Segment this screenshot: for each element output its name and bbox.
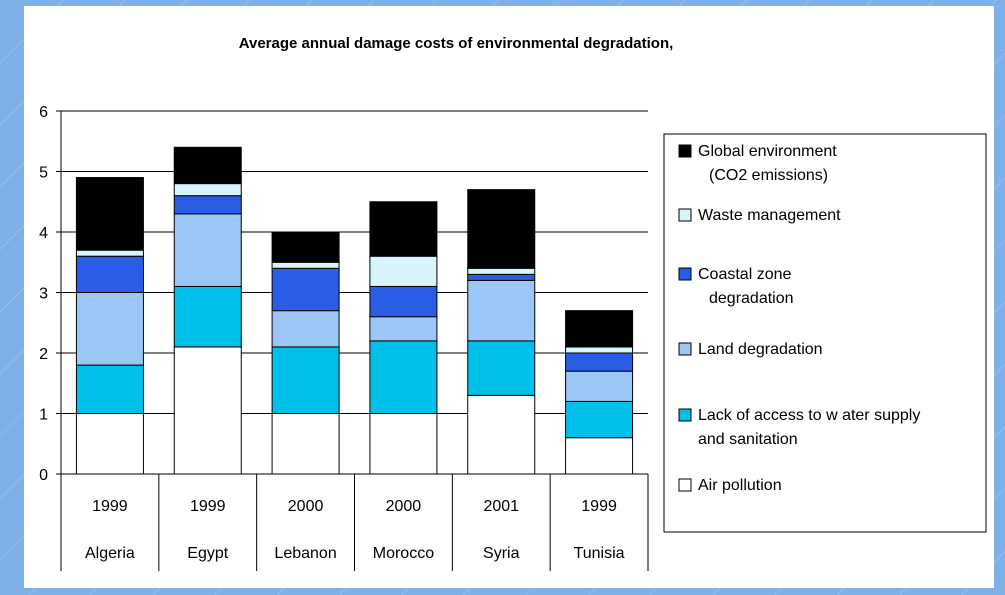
chart-area: Average annual damage costs of environme…: [24, 6, 994, 588]
x-axis: 1999 Algeria 1999 Egypt 2000 Lebanon 2000 Moroc…: [60, 473, 649, 571]
chart-title: Average annual damage costs of environme…: [239, 35, 674, 52]
bar-segment: [271, 310, 340, 348]
bar-segment: [75, 255, 144, 293]
legend-label: Waste management: [698, 207, 841, 224]
legend-label: Land degradation: [698, 341, 823, 358]
bar-segment: [467, 340, 536, 396]
bar-segment: [467, 267, 536, 275]
legend-swatch: [678, 478, 692, 492]
bar-segment: [173, 146, 242, 185]
bar-segment: [369, 413, 438, 475]
bar-segment: [271, 346, 340, 415]
x-year-label: 2000: [386, 498, 422, 515]
y-tick-label: 5: [39, 165, 48, 182]
y-tick-label: 4: [39, 225, 48, 242]
bar-segment: [565, 400, 634, 439]
bar-segment: [467, 189, 536, 269]
y-tick-label: 2: [39, 346, 48, 363]
x-country-label: Tunisia: [574, 545, 625, 562]
y-tick-label: 3: [39, 286, 48, 303]
bar-segment: [271, 267, 340, 312]
legend-box: [663, 133, 987, 533]
bar-segment: [271, 231, 340, 263]
bar-segment: [565, 437, 634, 475]
bar-segment: [565, 346, 634, 354]
x-year-label: 2001: [483, 498, 519, 515]
bar-segment: [75, 249, 144, 257]
legend-label: (CO2 emissions): [709, 167, 828, 184]
bar-segment: [173, 213, 242, 287]
legend-label: Lack of access to w ater supply: [698, 407, 920, 424]
legend-label: degradation: [709, 290, 794, 307]
bar-segment: [369, 316, 438, 342]
bar-segment: [565, 352, 634, 372]
x-country-label: Syria: [483, 545, 520, 562]
bar-segment: [173, 183, 242, 197]
legend: Global environment (CO2 emissions) Waste m…: [663, 133, 987, 533]
legend-label: Air pollution: [698, 477, 782, 494]
x-year-label: 1999: [581, 498, 617, 515]
gridlines: [61, 110, 648, 414]
bar-segment: [75, 364, 144, 415]
bar-segment: [565, 370, 634, 402]
legend-swatch: [678, 408, 692, 422]
legend-swatch: [678, 144, 692, 158]
y-tick-label: 6: [39, 104, 48, 121]
y-tick-label: 1: [39, 407, 48, 424]
bar-segment: [75, 413, 144, 475]
legend-swatch: [678, 267, 692, 281]
bar-segment: [467, 279, 536, 342]
bar-segment: [173, 195, 242, 215]
bars: [75, 146, 634, 475]
y-tick-label: 0: [39, 467, 48, 484]
x-year-label: 1999: [190, 498, 226, 515]
legend-label: and sanitation: [698, 431, 798, 448]
bar-segment: [467, 394, 536, 475]
x-year-label: 2000: [288, 498, 324, 515]
bar-segment: [75, 292, 144, 366]
x-year-label: 1999: [92, 498, 128, 515]
bar-segment: [369, 340, 438, 414]
bar-segment: [271, 413, 340, 475]
bar-segment: [565, 310, 634, 348]
x-country-label: Morocco: [373, 545, 434, 562]
bar-segment: [75, 177, 144, 251]
bar-segment: [271, 261, 340, 269]
legend-swatch: [678, 342, 692, 356]
bar-segment: [173, 285, 242, 348]
x-country-label: Lebanon: [274, 545, 336, 562]
x-country-label: Algeria: [85, 545, 135, 562]
x-country-label: Egypt: [187, 545, 228, 562]
legend-label: Global environment: [698, 143, 837, 160]
y-axis: 0 1 2 3 4 5 6: [39, 104, 62, 484]
bar-segment: [369, 255, 438, 287]
stacked-bar-chart: Average annual damage costs of environme…: [39, 35, 987, 571]
legend-swatch: [678, 208, 692, 222]
legend-label: Coastal zone: [698, 266, 791, 283]
bar-segment: [173, 346, 242, 475]
bar-segment: [467, 273, 536, 281]
bar-segment: [369, 201, 438, 257]
bar-segment: [369, 285, 438, 318]
